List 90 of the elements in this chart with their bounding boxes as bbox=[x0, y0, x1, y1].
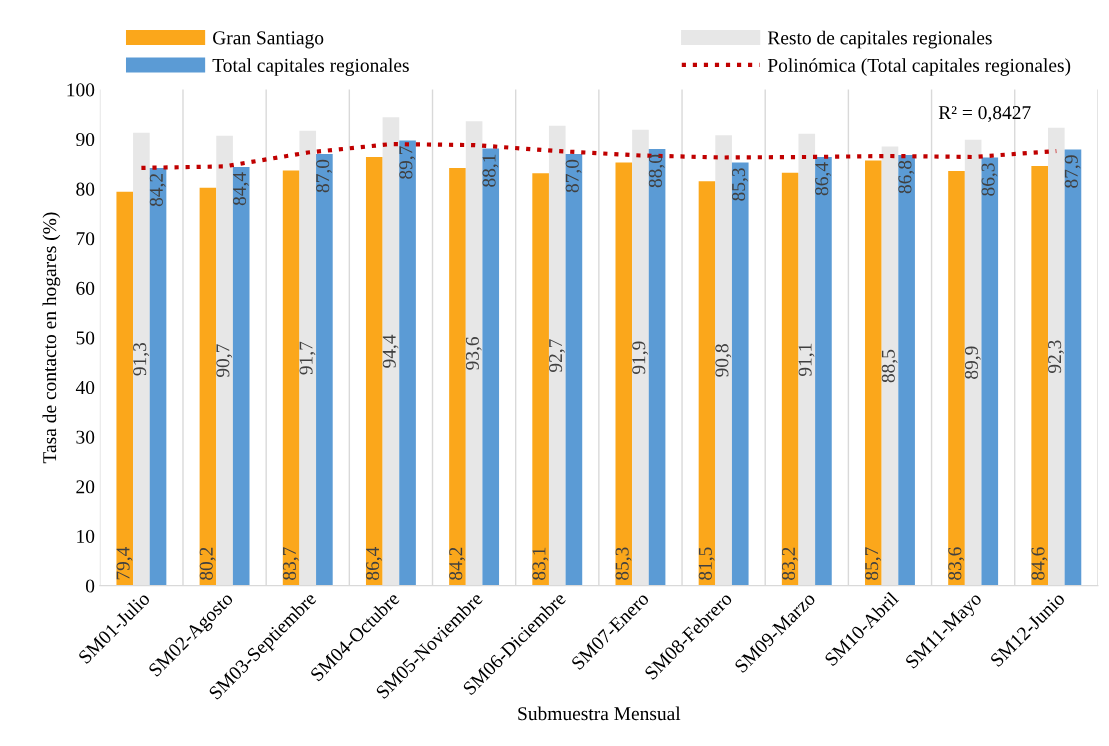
data-label: 88,1 bbox=[482, 154, 499, 187]
bar bbox=[698, 181, 716, 586]
bar bbox=[149, 167, 167, 586]
data-label: 84,2 bbox=[149, 173, 166, 207]
bar bbox=[781, 172, 799, 586]
bar bbox=[815, 156, 832, 586]
bar bbox=[981, 157, 999, 586]
y-tick-label: 100 bbox=[67, 83, 95, 97]
bar bbox=[632, 129, 649, 586]
data-label: 85,7 bbox=[865, 547, 881, 580]
data-label: 89,7 bbox=[399, 146, 416, 179]
bar bbox=[299, 130, 317, 586]
bar bbox=[1048, 127, 1065, 586]
data-label: 92,7 bbox=[549, 339, 565, 373]
data-label: 88,0 bbox=[648, 154, 665, 188]
data-label: 83,1 bbox=[532, 547, 549, 580]
bar bbox=[865, 160, 882, 586]
data-label: 91,3 bbox=[133, 342, 150, 376]
bar bbox=[548, 125, 566, 586]
legend-label: Gran Santiago bbox=[213, 31, 324, 49]
bar bbox=[565, 154, 583, 586]
y-axis-title: Tasa de contacto en hogares (%) bbox=[42, 212, 61, 464]
data-label: 84,2 bbox=[449, 547, 466, 580]
y-tick-label: 30 bbox=[76, 430, 95, 444]
data-label: 91,1 bbox=[798, 343, 815, 377]
data-label: 91,9 bbox=[632, 341, 649, 375]
data-label: 91,7 bbox=[299, 341, 316, 375]
bar bbox=[399, 140, 416, 586]
data-label: 84,4 bbox=[232, 172, 249, 206]
data-label: 84,6 bbox=[1031, 547, 1048, 580]
data-label: 83,7 bbox=[282, 547, 299, 580]
bar bbox=[465, 121, 483, 586]
data-label: 85,3 bbox=[732, 168, 748, 201]
data-label: 81,5 bbox=[698, 547, 715, 580]
bar bbox=[133, 132, 150, 586]
bar bbox=[482, 148, 500, 586]
data-label: 94,4 bbox=[382, 334, 399, 368]
y-tick-label: 10 bbox=[77, 529, 95, 543]
bar bbox=[715, 135, 732, 586]
y-tick-label: 90 bbox=[76, 132, 95, 147]
data-label: 90,7 bbox=[216, 344, 233, 378]
bar bbox=[382, 117, 400, 586]
bar bbox=[615, 162, 633, 586]
data-label: 87,0 bbox=[316, 159, 333, 193]
bar bbox=[731, 162, 749, 586]
data-label: 93,6 bbox=[465, 337, 482, 370]
bar bbox=[648, 149, 666, 586]
legend-label: Total capitales regionales bbox=[212, 58, 409, 76]
y-tick-label: 70 bbox=[76, 232, 95, 246]
bar bbox=[948, 170, 965, 586]
data-label: 80,2 bbox=[199, 547, 216, 580]
data-label: 87,9 bbox=[1064, 155, 1081, 188]
y-tick-label: 60 bbox=[76, 281, 95, 295]
bar bbox=[116, 191, 134, 586]
bar bbox=[881, 146, 899, 586]
x-axis-title: Submuestra Mensual bbox=[518, 706, 681, 721]
y-tick-label: 40 bbox=[75, 380, 95, 395]
data-label: 86,4 bbox=[366, 546, 382, 580]
data-label: 83,6 bbox=[948, 547, 965, 580]
data-label: 86,8 bbox=[898, 160, 915, 194]
data-label: 89,9 bbox=[964, 346, 981, 379]
bar bbox=[532, 173, 549, 586]
data-label: 87,0 bbox=[565, 159, 582, 193]
y-tick-label: 80 bbox=[76, 182, 95, 196]
bar bbox=[1064, 149, 1082, 586]
data-label: 83,2 bbox=[781, 547, 798, 580]
data-label: 90,8 bbox=[715, 344, 732, 377]
bar bbox=[199, 187, 217, 586]
bar bbox=[232, 166, 250, 586]
annotation: R² = 0,8427 bbox=[938, 106, 1031, 122]
bar bbox=[798, 133, 816, 586]
data-label: 86,4 bbox=[815, 162, 832, 196]
y-tick-label: 50 bbox=[76, 331, 95, 345]
bar bbox=[449, 167, 466, 586]
bar bbox=[316, 154, 333, 586]
data-label: 92,3 bbox=[1048, 340, 1064, 374]
bar bbox=[964, 139, 982, 586]
data-label: 86,3 bbox=[981, 163, 998, 196]
data-label: 88,5 bbox=[881, 349, 898, 383]
y-tick-label: 0 bbox=[85, 579, 95, 593]
bar bbox=[216, 135, 233, 586]
bar bbox=[1031, 165, 1049, 586]
bar bbox=[282, 170, 300, 586]
legend-label: Resto de capitales regionales bbox=[767, 30, 992, 49]
legend-label: Polinómica (Total capitales regionales) bbox=[767, 58, 1071, 76]
data-label: 85,3 bbox=[615, 547, 632, 580]
y-tick-label: 20 bbox=[76, 480, 95, 494]
bar bbox=[898, 155, 915, 586]
data-label: 79,4 bbox=[116, 546, 133, 580]
bar bbox=[365, 156, 383, 586]
